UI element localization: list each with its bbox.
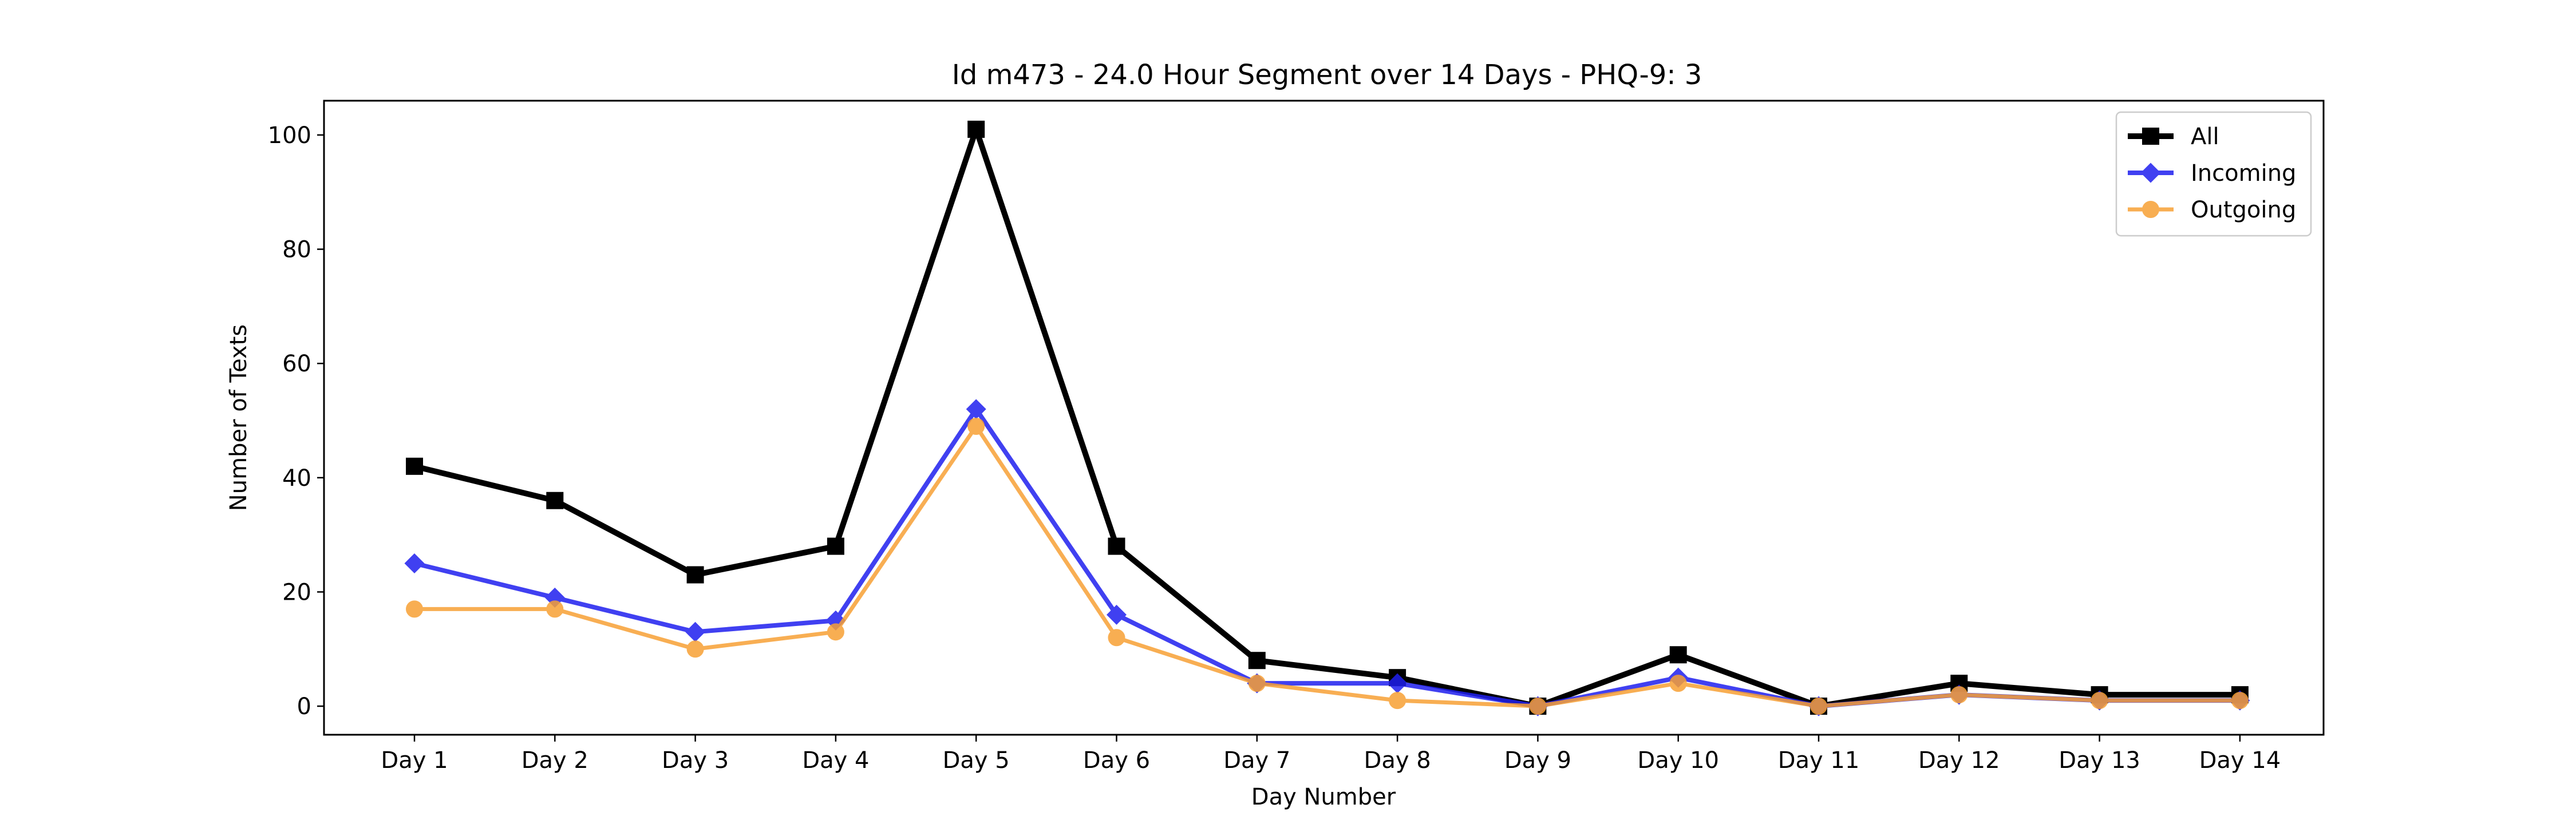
point-all-day-2 — [546, 492, 564, 509]
legend-item-all — [2128, 128, 2174, 145]
series-line-all — [413, 126, 2240, 710]
x-tick-label-day-10: Day 10 — [1637, 747, 1719, 774]
point-all-day-3 — [686, 566, 704, 584]
x-tick-label-day-14: Day 14 — [2199, 747, 2281, 774]
series-line-incoming — [414, 407, 2240, 709]
x-tick-label-day-1: Day 1 — [381, 747, 448, 774]
legend-label-outgoing: Outgoing — [2191, 197, 2296, 223]
point-outgoing-day-10 — [1669, 675, 1687, 692]
point-all-day-4 — [827, 537, 844, 555]
point-incoming-day-6 — [1106, 604, 1127, 625]
series-all — [406, 120, 2249, 715]
point-incoming-day-1 — [404, 553, 425, 574]
y-tick-label-100: 100 — [268, 122, 311, 149]
series-line-outgoing — [414, 424, 2240, 708]
x-tick-label-day-2: Day 2 — [521, 747, 588, 774]
point-outgoing-day-14 — [2231, 692, 2249, 710]
x-tick-label-day-13: Day 13 — [2059, 747, 2140, 774]
point-outgoing-day-4 — [827, 623, 844, 641]
x-tick-label-day-12: Day 12 — [1918, 747, 2000, 774]
series-outgoing — [406, 417, 2249, 715]
legend-marker-outgoing — [2142, 201, 2159, 218]
point-all-day-5 — [967, 120, 985, 138]
plot-frame — [323, 100, 2325, 736]
x-tick-label-day-6: Day 6 — [1083, 747, 1150, 774]
y-tick-label-60: 60 — [282, 351, 311, 377]
point-outgoing-day-8 — [1389, 692, 1406, 710]
point-outgoing-day-11 — [1810, 698, 1827, 715]
legend: All Incoming Outgoing — [2115, 111, 2312, 237]
x-tick-label-day-5: Day 5 — [943, 747, 1010, 774]
legend-label-all: All — [2191, 124, 2219, 150]
x-tick-label-day-11: Day 11 — [1778, 747, 1860, 774]
y-tick-label-80: 80 — [282, 237, 311, 263]
point-outgoing-day-9 — [1529, 698, 1547, 715]
point-outgoing-day-13 — [2091, 692, 2108, 710]
legend-item-incoming — [2128, 163, 2174, 183]
point-all-day-10 — [1669, 646, 1687, 664]
legend-marker-all — [2142, 128, 2159, 145]
point-all-day-1 — [406, 457, 423, 475]
point-outgoing-day-7 — [1248, 675, 1266, 692]
x-axis-label: Day Number — [1251, 784, 1396, 810]
legend-frame — [2115, 111, 2312, 237]
x-tick-label-day-8: Day 8 — [1364, 747, 1431, 774]
y-tick-label-0: 0 — [297, 694, 311, 720]
point-incoming-day-3 — [685, 621, 706, 642]
x-tick-label-day-3: Day 3 — [662, 747, 729, 774]
x-tick-label-day-9: Day 9 — [1504, 747, 1571, 774]
y-tick-label-40: 40 — [282, 465, 311, 492]
x-tick-label-day-7: Day 7 — [1223, 747, 1290, 774]
point-outgoing-day-1 — [406, 600, 423, 618]
point-all-day-7 — [1248, 652, 1266, 670]
legend-item-outgoing — [2128, 201, 2174, 218]
point-outgoing-day-2 — [546, 600, 564, 618]
point-outgoing-day-6 — [1108, 629, 1125, 647]
x-tick-label-day-4: Day 4 — [802, 747, 869, 774]
legend-label-incoming: Incoming — [2191, 160, 2296, 187]
legend-marker-incoming — [2140, 163, 2161, 183]
y-tick-label-20: 20 — [282, 579, 311, 605]
series-layer — [404, 120, 2250, 716]
point-outgoing-day-5 — [967, 417, 985, 435]
point-outgoing-day-3 — [686, 640, 704, 658]
chart-title: Id m473 - 24.0 Hour Segment over 14 Days… — [952, 59, 1702, 91]
point-all-day-6 — [1108, 537, 1125, 555]
ticks-layer: Day 1 Day 2 Day 3 Day 4 Day 5 Day 6 Day 7 Day 8… — [268, 122, 2281, 774]
point-outgoing-day-12 — [1950, 686, 1968, 704]
y-axis-label: Number of Texts — [226, 324, 252, 511]
